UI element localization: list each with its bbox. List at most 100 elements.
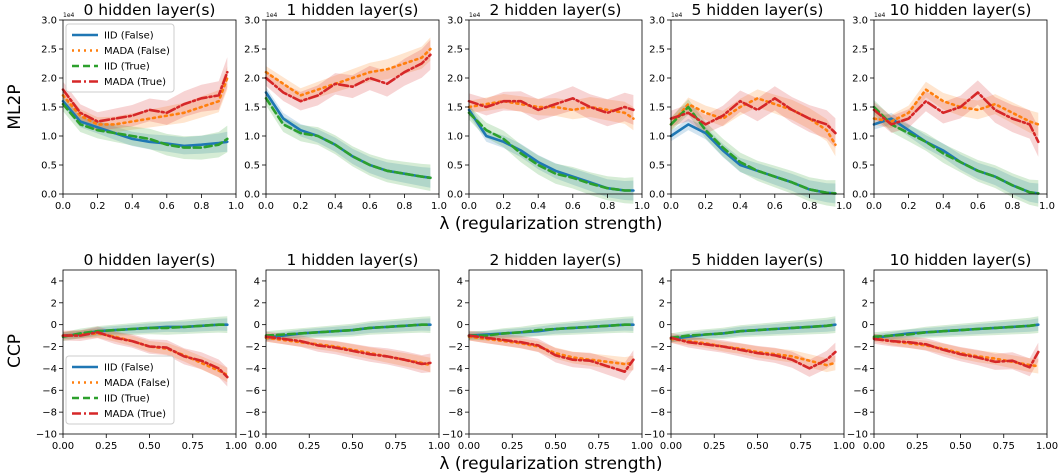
chart-panel: 0.00 0.25 0.50 0.75 1.00 −10 −8 −6 −4 −2 0 2 4 0 hidd… (36, 251, 247, 452)
series-band (671, 86, 836, 148)
series-line (264, 323, 432, 337)
legend-entry: IID (True) (104, 394, 150, 405)
y-tick-label: −4 (42, 364, 57, 375)
series-band (469, 105, 634, 204)
x-tick-label: 0.00 (863, 441, 885, 452)
series-line (61, 330, 229, 379)
series-line (264, 335, 432, 366)
legend: IID (False) MADA (False) IID (True) MADA (T… (65, 355, 175, 425)
y-tick-label: −10 (36, 430, 57, 441)
x-tick-label: 0.50 (341, 441, 363, 452)
y-tick-label: −2 (853, 342, 868, 353)
panels: 0.0 0.2 0.4 0.6 0.8 1.00.00.51.01.52.02.53.0 1… (36, 1, 1058, 452)
y-tick-label: 1.0 (649, 132, 665, 143)
y-tick-label: 0.5 (649, 161, 665, 172)
x-tick-label: 1.0 (634, 201, 650, 212)
x-tick-label: 0.8 (1004, 201, 1020, 212)
x-tick-label: 0.6 (970, 201, 986, 212)
y-tick-label: 2 (659, 298, 665, 309)
y-tick-label: 0.5 (447, 161, 463, 172)
y-tick-label: 1.5 (244, 103, 260, 114)
series-line (669, 97, 837, 135)
y-tick-label: 2.0 (244, 74, 260, 85)
y-tick-label: −10 (442, 430, 463, 441)
y-tick-label: 0.5 (852, 161, 868, 172)
x-tick-label: 0.8 (599, 201, 615, 212)
y-tick-label: −10 (644, 430, 665, 441)
series-line (264, 97, 432, 180)
y-tick-label: 2.5 (649, 45, 665, 56)
x-tick-label: 0.0 (258, 201, 274, 212)
legend-entry: IID (False) (104, 31, 154, 42)
y-tick-label: 0 (254, 320, 260, 331)
offset-text: 1e4 (266, 12, 278, 19)
x-tick-label: 0.25 (906, 441, 928, 452)
series-line (669, 105, 837, 195)
legend-entry: MADA (False) (104, 378, 170, 389)
series-line (872, 337, 1040, 369)
y-tick-label: 2 (51, 298, 57, 309)
x-tick-label: 0.75 (385, 441, 407, 452)
y-tick-label: 2.0 (852, 74, 868, 85)
chart-panel: 0.00 0.25 0.50 0.75 1.00 −10 −8 −6 −4 −2 0 2 4 10 hid… (847, 251, 1058, 452)
x-tick-label: 0.0 (663, 201, 679, 212)
y-tick-label: 3.0 (447, 16, 463, 27)
series-line (872, 105, 1040, 195)
x-tick-label: 0.75 (993, 441, 1015, 452)
y-tick-label: 1.5 (852, 103, 868, 114)
y-tick-label: 1.5 (41, 103, 57, 114)
x-tick-label: 0.8 (193, 201, 209, 212)
chart-panel: 0.00 0.25 0.50 0.75 1.00 −10 −8 −6 −4 −2 0 2 4 5 hidd… (644, 251, 855, 452)
series-band (469, 330, 634, 381)
y-tick-label: −2 (650, 342, 665, 353)
chart-title: 2 hidden layer(s) (490, 251, 622, 269)
y-tick-label: −4 (448, 364, 463, 375)
legend: IID (False) MADA (False) IID (True) MADA (T… (65, 23, 175, 93)
series-line (669, 97, 837, 146)
y-tick-label: −10 (239, 430, 260, 441)
series-band (671, 89, 836, 157)
y-tick-label: 0.0 (852, 190, 868, 201)
x-tick-label: 1.00 (428, 441, 450, 452)
x-tick-label: 0.75 (790, 441, 812, 452)
series-line (264, 47, 432, 97)
y-tick-label: 0.0 (41, 190, 57, 201)
y-tick-label: 4 (254, 276, 260, 287)
series-band (266, 331, 431, 373)
y-tick-label: 3.0 (244, 16, 260, 27)
x-axis-label-bottom: λ (regularization strength) (439, 454, 662, 474)
chart-title: 1 hidden layer(s) (287, 251, 419, 269)
x-tick-label: 0.4 (935, 201, 951, 212)
y-tick-label: −6 (650, 386, 665, 397)
x-axis-label-top: λ (regularization strength) (439, 214, 662, 234)
series-line (467, 334, 635, 374)
series-band (671, 99, 836, 207)
series-band (63, 96, 228, 155)
series-band (874, 316, 1039, 342)
x-tick-label: 1.0 (228, 201, 244, 212)
y-tick-label: 3.0 (41, 16, 57, 27)
y-tick-label: −8 (448, 408, 463, 419)
chart-title: 1 hidden layer(s) (287, 1, 419, 19)
y-tick-label: 1.5 (649, 103, 665, 114)
chart-title: 5 hidden layer(s) (692, 251, 824, 269)
x-tick-label: 0.6 (565, 201, 581, 212)
legend-entry: MADA (False) (104, 46, 170, 57)
series-line (61, 76, 229, 126)
x-tick-label: 0.4 (124, 201, 140, 212)
legend-box (65, 23, 175, 93)
offset-text: 1e4 (63, 12, 75, 19)
x-tick-label: 0.4 (327, 201, 343, 212)
series-band (266, 39, 431, 111)
x-tick-label: 0.00 (52, 441, 74, 452)
x-tick-label: 0.4 (530, 201, 546, 212)
chart-panel: 0.0 0.2 0.4 0.6 0.8 1.0 0.0 0.5 1.0 1.5 2.0 2.5 3.0 1… (244, 1, 447, 212)
x-tick-label: 0.4 (732, 201, 748, 212)
series-line (467, 323, 635, 337)
y-tick-label: 2.5 (447, 45, 463, 56)
y-tick-label: 4 (659, 276, 665, 287)
x-tick-label: 1.00 (833, 441, 855, 452)
series-line (669, 323, 837, 340)
series-band (63, 66, 228, 133)
